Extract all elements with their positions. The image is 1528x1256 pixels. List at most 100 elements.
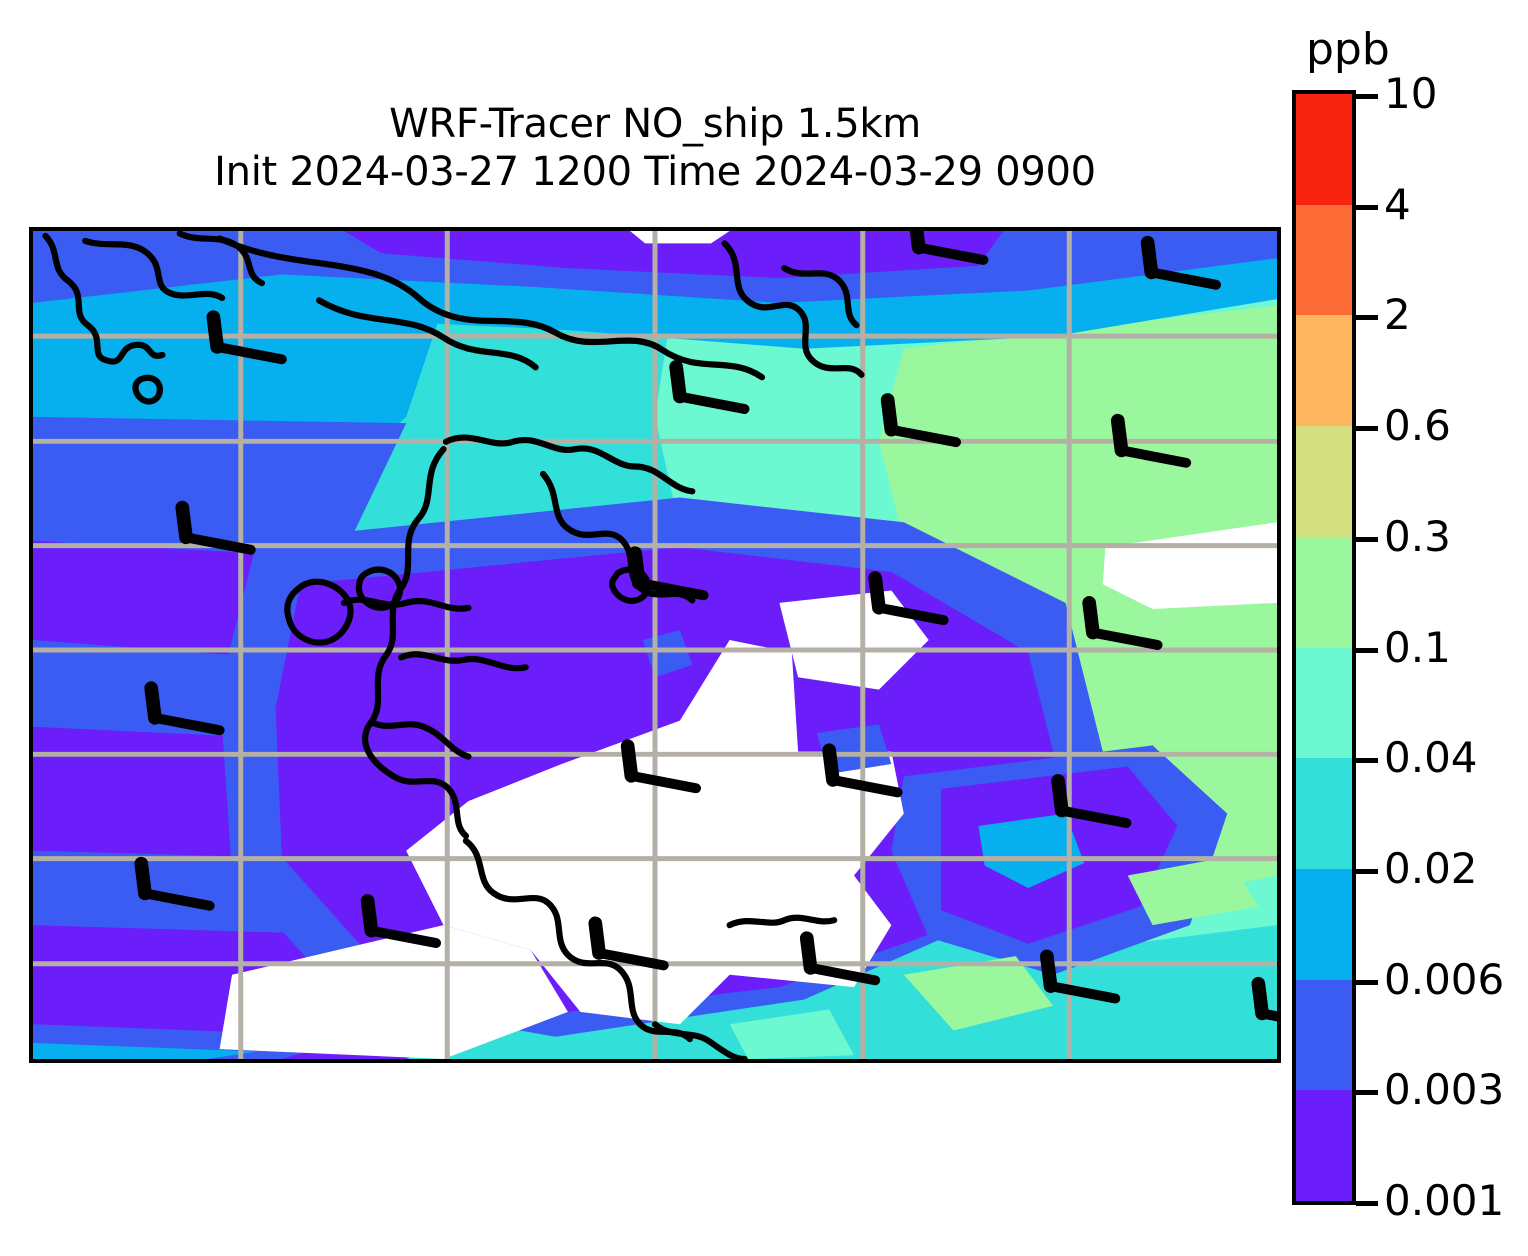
colorbar-band-7 [1296,868,1352,980]
colorbar-tick-label-9: 0.003 [1384,1065,1505,1115]
barb-flag [822,743,840,787]
barb-flag [1051,774,1069,818]
barb-flag [134,856,152,901]
barb-shaft [1045,981,1121,1004]
wind-barb-10 [144,681,225,736]
wind-barb-11 [620,739,702,794]
wind-barb-19 [1251,976,1277,1022]
coastline [726,914,838,929]
colorbar-tick-6 [1356,758,1378,764]
colorbar[interactable] [1292,90,1356,1205]
colorbar-tick-4 [1356,536,1378,542]
colorbar-band-9 [1296,1090,1352,1202]
barb-flag [799,931,818,975]
coastline [355,566,404,611]
wind-barb-18 [1040,949,1121,1004]
colorbar-band-1 [1296,204,1352,316]
coastline [132,374,163,405]
colorbar-tick-8 [1356,979,1378,985]
barb-flag [669,360,687,404]
colorbar-tick-1 [1356,204,1378,210]
colorbar-tick-label-5: 0.1 [1384,622,1451,672]
wind-barb-2 [206,310,287,365]
coastline [539,470,696,604]
barb-shaft [366,925,442,949]
contour-white-n-lobe [779,590,929,690]
map-plot-area [29,227,1281,1063]
barb-shaft [149,712,225,736]
wind-barb-5 [1110,413,1192,468]
barb-flag [175,500,193,545]
contour-se-aqua-1 [729,1009,855,1059]
wind-barb-3 [669,360,750,414]
colorbar-band-6 [1296,758,1352,869]
figure-title: WRF-Tracer NO_ship 1.5km Init 2024-03-27… [29,100,1281,196]
title-line-2: Init 2024-03-27 1200 Time 2024-03-29 090… [214,149,1096,195]
colorbar-tick-label-4: 0.3 [1384,511,1451,561]
colorbar-band-2 [1296,315,1352,427]
colorbar-band-3 [1296,426,1352,537]
barb-flag [909,231,926,255]
barb-shaft [1087,627,1163,650]
coastline [42,232,166,365]
colorbar-tick-9 [1356,1090,1378,1096]
contour-e-cyan-dot [978,813,1085,888]
barb-flag [144,681,162,725]
wind-barb-8 [868,571,949,626]
barb-shaft [626,770,702,794]
wind-barb-12 [822,743,903,798]
colorbar-tick-label-0: 10 [1384,69,1438,118]
barb-flag [880,393,899,437]
barb-shaft [1056,805,1132,828]
colorbar-tick-label-1: 4 [1384,179,1411,229]
colorbar-tick-label-10: 0.001 [1384,1176,1505,1225]
barb-shaft [674,391,750,414]
barb-shaft [181,532,256,555]
barb-shaft [633,577,709,601]
wind-barb-14 [134,856,215,911]
coastline [368,718,472,760]
wind-barb-4 [880,393,962,448]
wind-barb-7 [628,546,709,601]
colorbar-tick-label-8: 0.006 [1384,954,1505,1004]
barb-flag [1140,235,1159,280]
contour-sw-cyan [33,1042,257,1059]
contour-white-sw-tongue [219,925,568,1059]
colorbar-tick-label-2: 2 [1384,290,1411,340]
barb-flag [1251,976,1269,1021]
colorbar-tick-10 [1356,1201,1378,1206]
colorbar-band-5 [1296,647,1352,759]
coastline [82,237,226,302]
contour-se-lgreen-2 [1127,856,1259,926]
colorbar-band-8 [1296,979,1352,1091]
wind-barb-13 [1051,774,1132,828]
barb-shaft [139,888,215,911]
wind-barb-1 [1140,235,1222,290]
coastline [362,446,470,839]
colorbar-unit-label: ppb [1306,24,1390,75]
coastline [721,240,865,378]
colorbar-tick-5 [1356,647,1378,653]
barb-flag [206,310,224,354]
contour-map [33,231,1277,1059]
wind-barb-0 [909,231,989,265]
colorbar-tick-3 [1356,426,1378,432]
barb-shaft [212,341,287,365]
barb-flag [620,739,639,783]
barb-flag [868,571,886,615]
barb-shaft [827,775,903,798]
barb-flag [628,546,646,590]
barb-shaft [1116,445,1192,468]
barb-flag [1110,413,1129,458]
colorbar-tick-label-7: 0.02 [1384,843,1478,893]
coastline [398,651,529,672]
wind-barb-layer [134,231,1277,1022]
coastline [781,265,860,329]
contour-band-violet-north [344,231,1004,279]
coastline [442,434,696,495]
barb-shaft [594,948,669,971]
colorbar-tick-label-6: 0.04 [1384,733,1478,783]
barb-shaft [1146,267,1222,290]
colorbar-tick-0 [1356,94,1378,99]
title-line-1: WRF-Tracer NO_ship 1.5km [389,101,921,147]
